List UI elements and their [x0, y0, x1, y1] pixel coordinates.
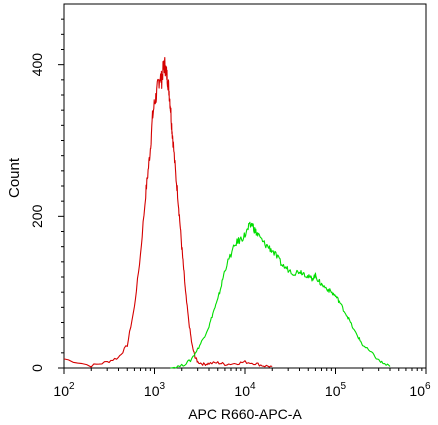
y-tick-label: 400: [29, 53, 45, 77]
plot-frame: [63, 3, 427, 369]
y-tick-label: 200: [29, 204, 45, 228]
x-tick-label: 104: [234, 381, 256, 399]
y-tick-label: 0: [29, 364, 45, 372]
x-tick-label: 105: [325, 381, 347, 399]
x-axis-title: APC R660-APC-A: [188, 406, 302, 422]
x-tick-label: 102: [53, 381, 75, 399]
x-tick-label: 106: [409, 381, 431, 399]
series-line-2: [170, 221, 391, 369]
series-line-1: [63, 56, 273, 368]
y-axis-title: Count: [6, 157, 23, 198]
x-tick-label: 103: [144, 381, 166, 399]
